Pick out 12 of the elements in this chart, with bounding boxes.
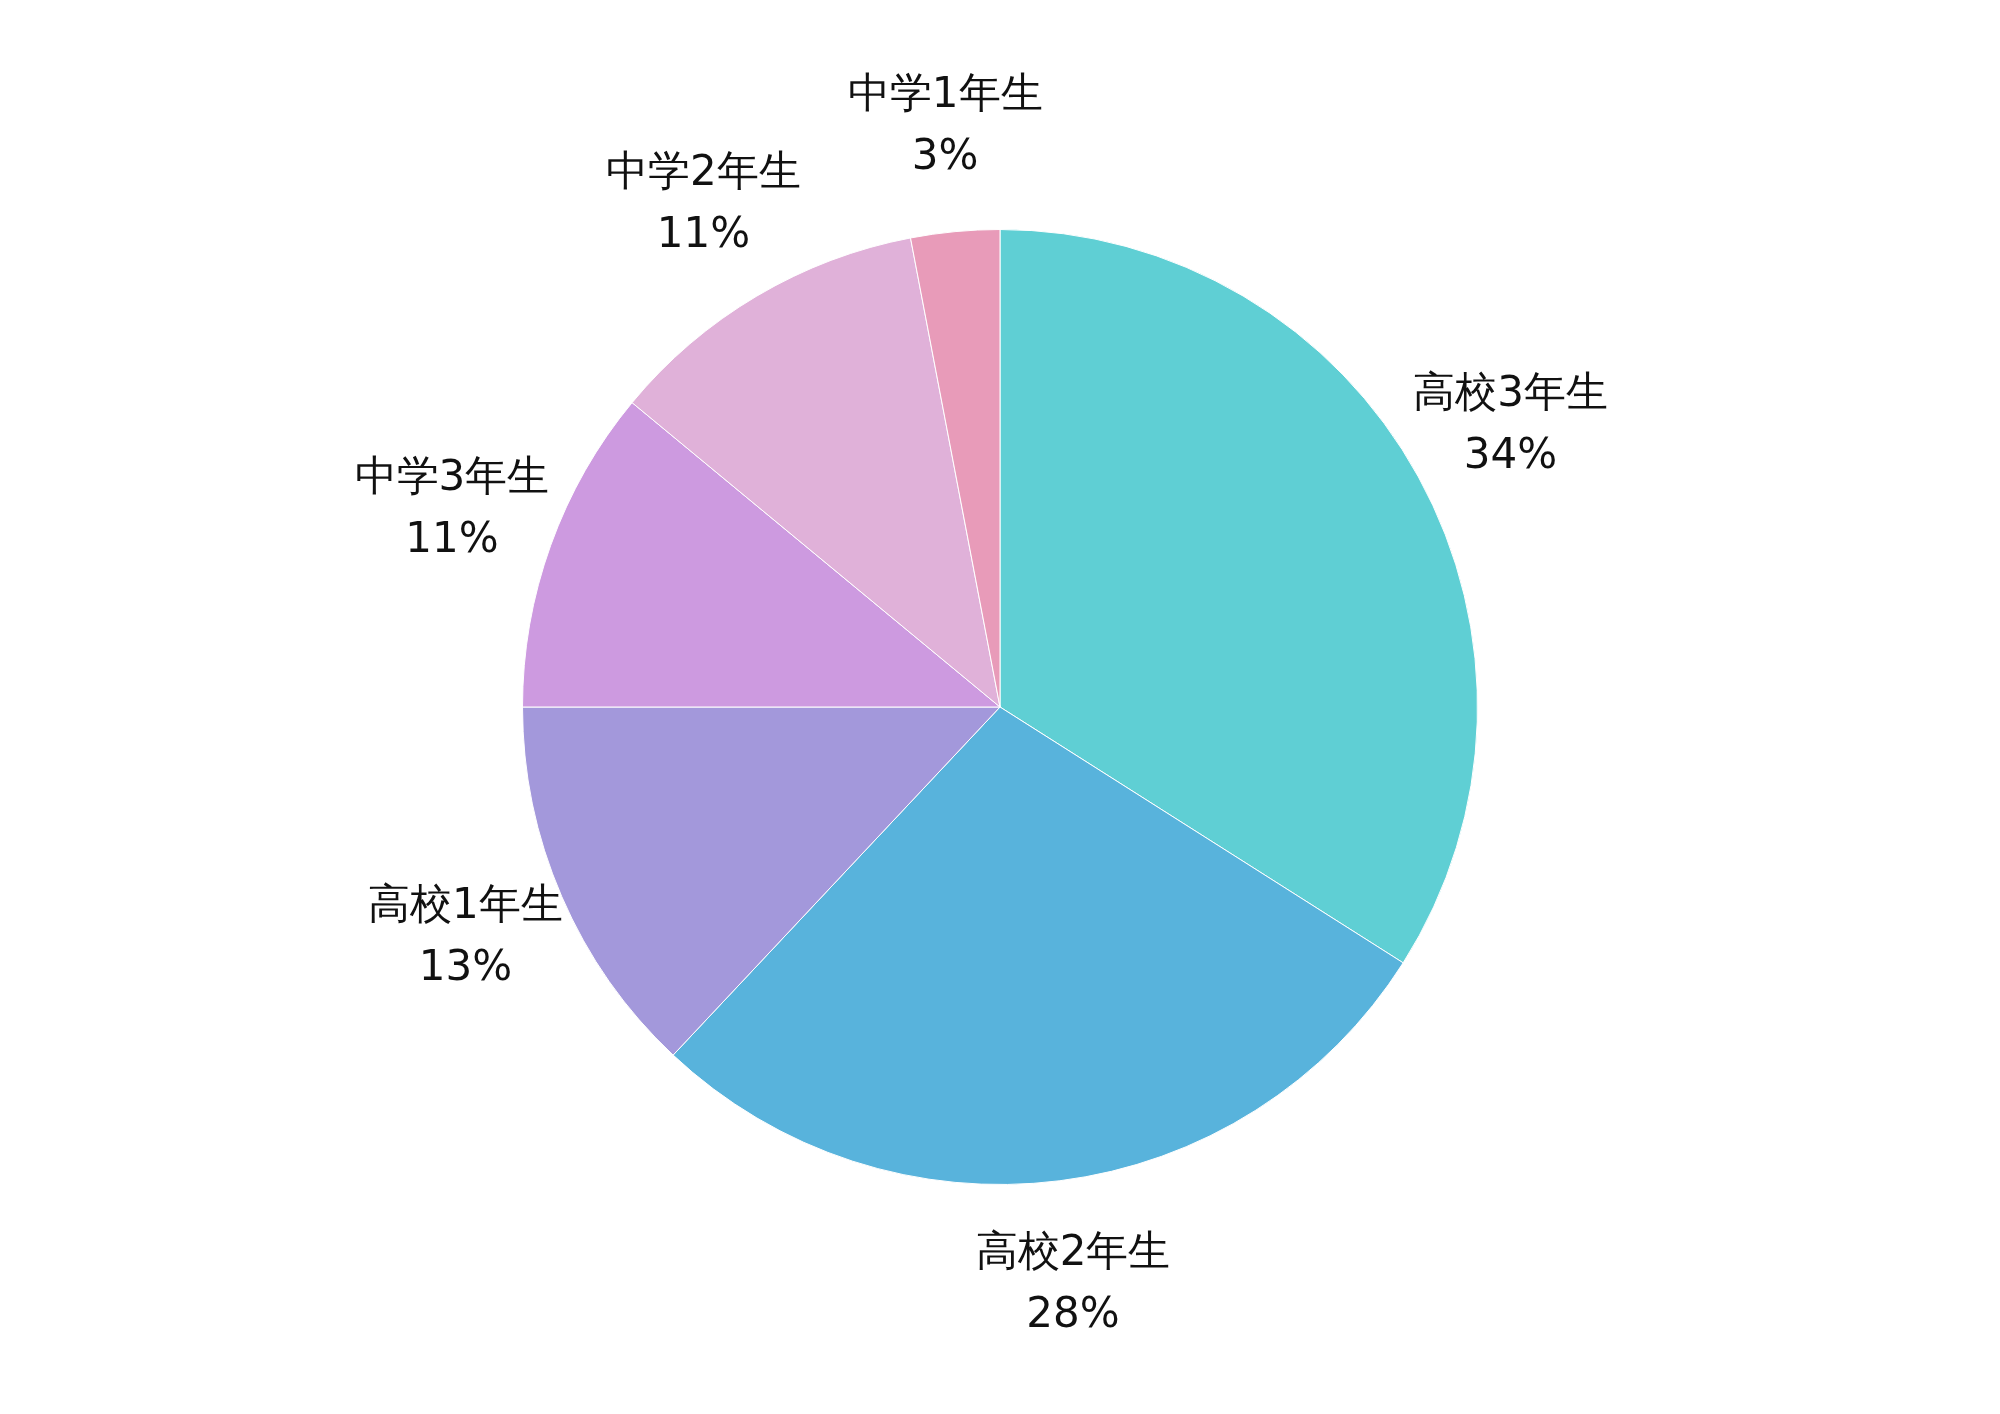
data-label: 11% (656, 208, 751, 258)
data-label: 13% (418, 941, 513, 991)
data-label: 11% (405, 512, 499, 562)
data-label: 28% (1026, 1287, 1120, 1337)
slice-label: 高校1年生 (367, 879, 563, 929)
slice-label: 中学2年生 (606, 146, 801, 196)
data-label: 3% (911, 129, 979, 179)
data-label: 34% (1463, 429, 1558, 479)
slice-label: 中学1年生 (847, 67, 1043, 117)
slice-label: 高校2年生 (975, 1225, 1171, 1275)
slice-label: 中学3年生 (354, 450, 550, 500)
slice-label: 高校3年生 (1413, 367, 1608, 417)
